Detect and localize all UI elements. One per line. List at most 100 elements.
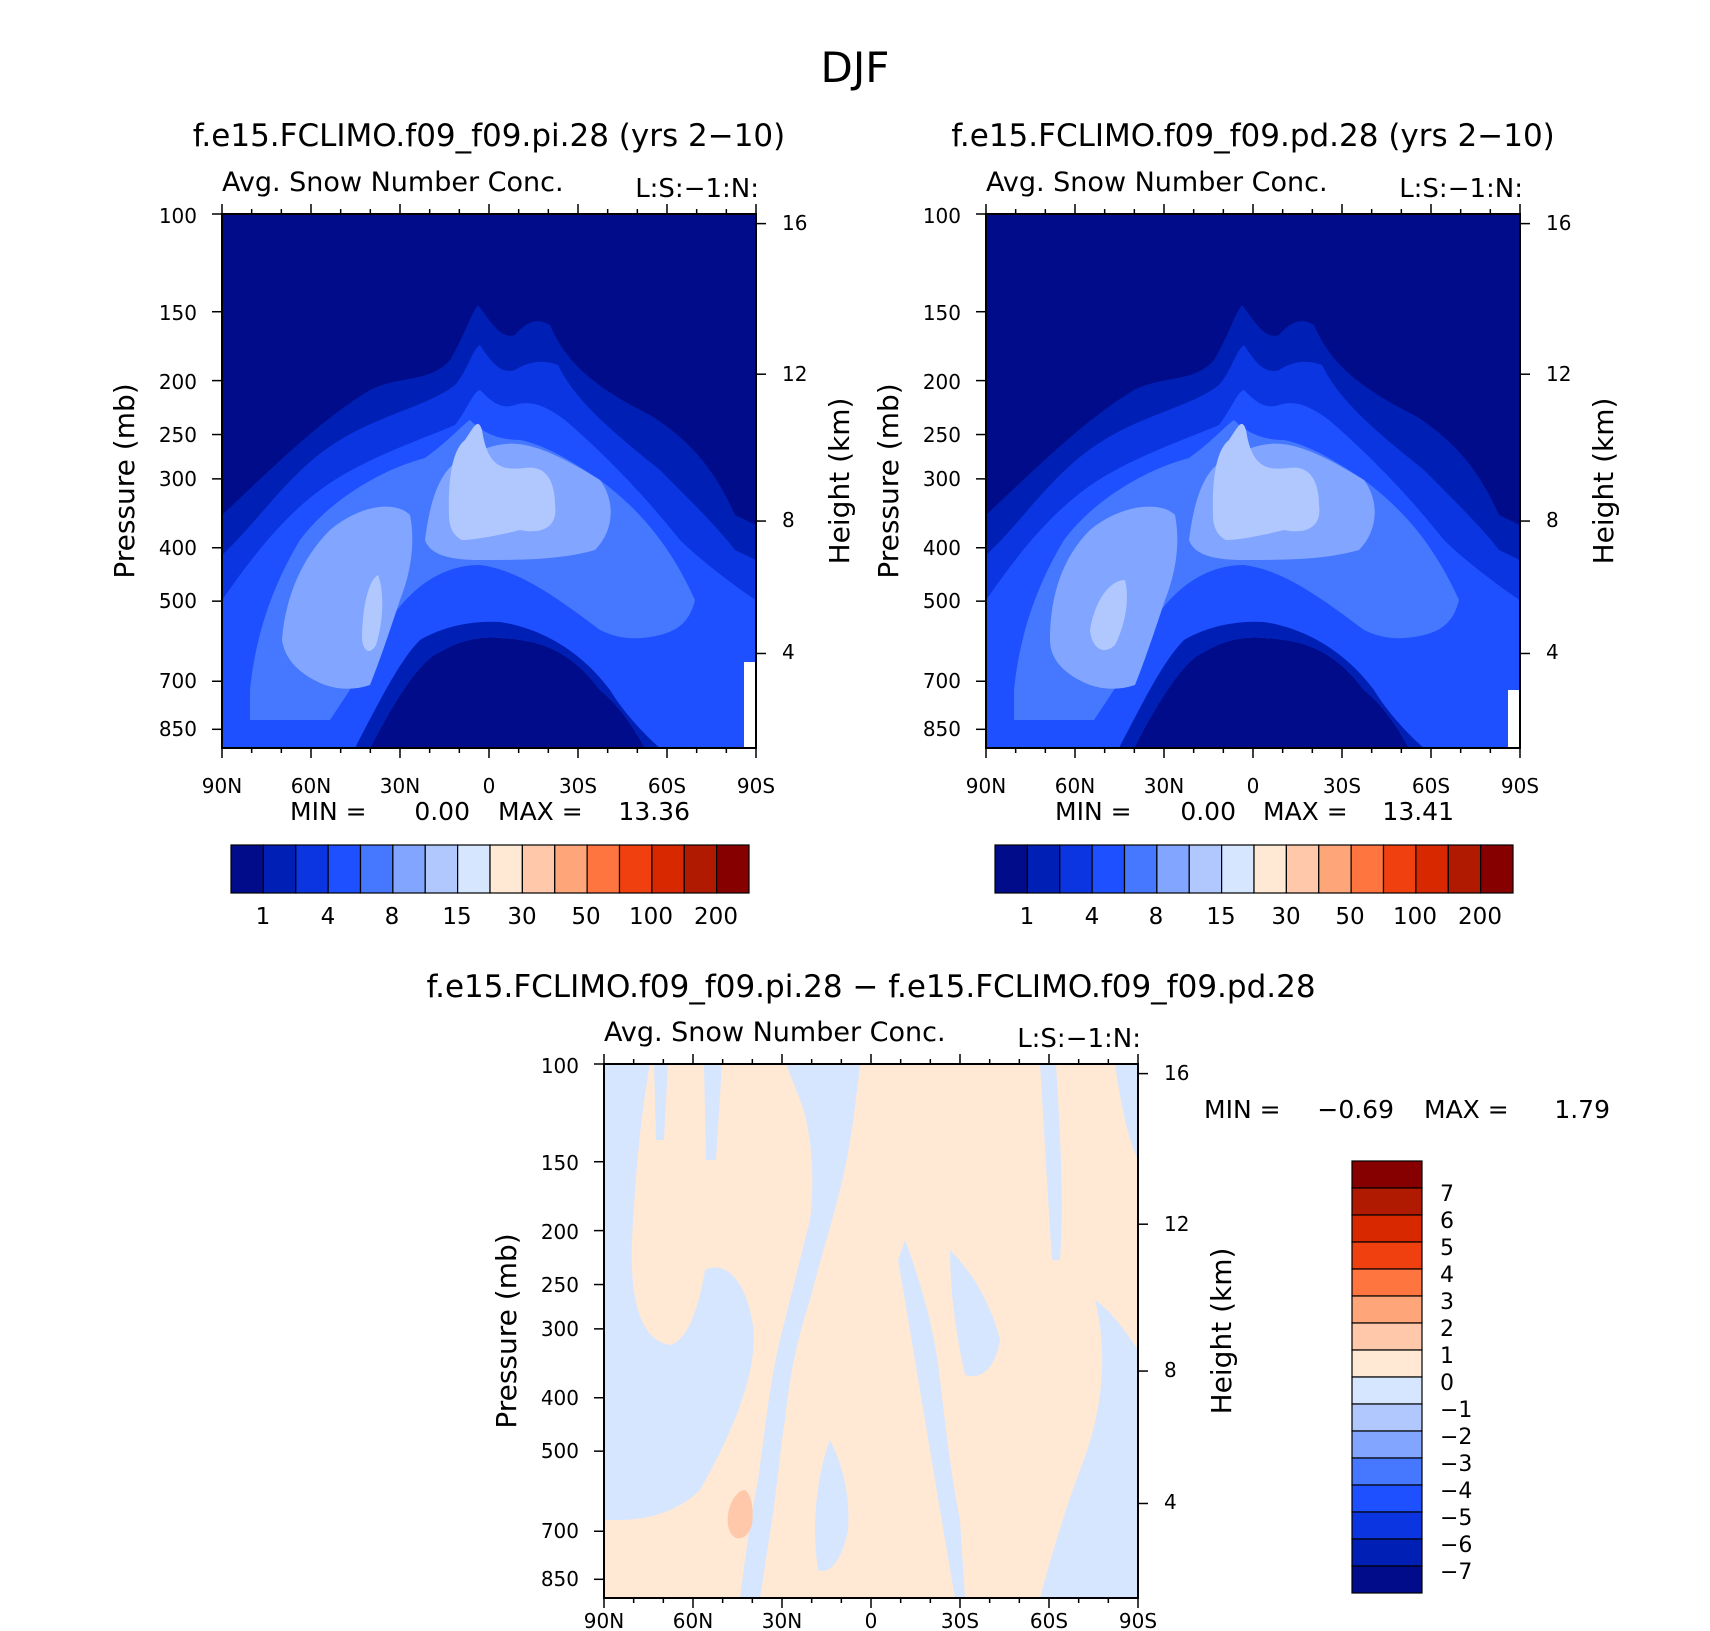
panel-subtitle: Avg. Snow Number Conc. [604,1017,946,1048]
contour-band [1040,1300,1138,1598]
colorbar-swatch [1188,844,1223,894]
y-tick-label: 700 [923,669,961,693]
colorbar-label: −1 [1440,1398,1472,1423]
contour-band [898,1240,965,1598]
y-tick-label: 400 [159,536,197,560]
colorbar-label: 1 [1020,904,1035,930]
colorbar-swatch [1351,1565,1423,1594]
colorbar-swatch [1447,844,1482,894]
y-tick-label: 100 [541,1054,579,1078]
y-tick-label: 200 [159,370,197,394]
colorbar-labels: 1 4 8 15 30 50 100 200 [256,904,738,930]
colorbar-swatch [1351,1484,1423,1513]
y-tick-label: 100 [159,204,197,228]
colorbar-swatch [1415,844,1449,894]
colorbar-swatch [1350,844,1385,894]
colorbar-swatch [1351,1214,1423,1243]
x-tick-label: 60S [648,774,686,798]
y-tick-label: 150 [159,301,197,325]
colorbar-swatch [1351,1241,1423,1270]
colorbar-swatch [1351,1295,1423,1324]
y-tick-label: 300 [159,467,197,491]
y-tick-label: 300 [923,467,961,491]
colorbar-swatch [1026,844,1061,894]
units-label: L:S:−1:N: [635,174,759,204]
missing-data-region [744,662,756,748]
page-title: DJF [821,43,890,92]
y-tick-label: 500 [923,589,961,613]
y-tick-label: 250 [923,423,961,447]
colorbar-label: −2 [1440,1425,1472,1450]
panel-difference: f.e15.FCLIMO.f09_f09.pi.28 − f.e15.FCLIM… [426,969,1610,1631]
colorbar-swatch [327,844,362,894]
colorbar-labels: 7 6 5 4 3 2 1 0 −1 −2 −3 −4 −5 −6 −7 [1440,1182,1472,1585]
x-tick-labels: 90N 60N 30N 0 30S 60S 90S [584,1609,1157,1631]
y-right-tick-labels: 16 12 8 4 [1164,1061,1189,1514]
colorbar-label: 8 [1149,904,1164,930]
colorbar-swatch [1221,844,1255,894]
x-tick-label: 0 [865,1609,878,1631]
x-tick-label: 0 [483,774,496,798]
colorbar-swatch [1091,844,1126,894]
contour-band [362,423,556,652]
max-value: 13.41 [1382,797,1454,826]
contour-band [1134,637,1409,748]
colorbar-swatch [586,844,621,894]
y-tick-labels: 100 150 200 250 300 400 500 700 850 [923,204,961,741]
colorbar-swatch [1351,1187,1423,1216]
x-tick-label: 30N [380,774,420,798]
colorbar-label: 4 [321,904,336,930]
colorbar-swatch [1123,844,1158,894]
colorbar-swatch [651,844,685,894]
colorbar-label: 200 [1458,904,1502,930]
contour-field [222,214,756,748]
y-right-axis-label: Height (km) [1205,1248,1238,1415]
colorbar-swatch [1351,1538,1423,1567]
colorbar-swatch [716,844,750,894]
colorbar-swatch [1318,844,1352,894]
contour-band [604,1064,754,1520]
colorbar-swatch [1351,1376,1423,1405]
colorbar [1351,1160,1423,1594]
y-right-axis-label: Height (km) [1587,398,1620,565]
colorbar-swatch [1351,1511,1423,1540]
contour-band [1119,621,1424,748]
colorbar-swatch [994,844,1028,894]
colorbar-swatch [618,844,653,894]
x-tick-label: 90N [202,774,242,798]
contour-band [654,1064,722,1160]
y-tick-label: 150 [541,1151,579,1175]
min-label: MIN = [1055,797,1132,826]
units-label: L:S:−1:N: [1399,174,1523,204]
x-tick-label: 30S [941,1609,979,1631]
colorbar-label: −3 [1440,1452,1472,1477]
missing-data-region [1508,690,1520,748]
y-tick-labels: 100 150 200 250 300 400 500 700 850 [159,204,197,741]
x-tick-label: 30N [762,1609,802,1631]
height-tick-label: 8 [1164,1358,1177,1382]
y-tick-label: 850 [923,717,961,741]
colorbar-swatch [1351,1403,1423,1432]
colorbar-swatch [554,844,588,894]
colorbar [994,844,1514,894]
colorbar-swatch [392,844,426,894]
colorbar-label: 100 [1393,904,1437,930]
colorbar-label: 0 [1440,1371,1454,1396]
colorbar-label: 4 [1085,904,1100,930]
height-tick-label: 8 [782,508,795,532]
contour-band [1090,423,1320,650]
x-tick-label: 60N [291,774,331,798]
colorbar-label: 200 [694,904,738,930]
colorbar-label: 100 [629,904,673,930]
min-label: MIN = [1204,1095,1281,1124]
axis-ticks [212,204,1530,1608]
colorbar-swatch [1351,1430,1423,1459]
panel-pd: f.e15.FCLIMO.f09_f09.pd.28 (yrs 2−10) Av… [872,118,1620,930]
x-tick-label: 60N [673,1609,713,1631]
min-label: MIN = [290,797,367,826]
colorbar-swatch [683,844,718,894]
y-tick-label: 850 [159,717,197,741]
colorbar-label: 8 [385,904,400,930]
contour-band [815,1440,849,1571]
colorbar-swatch [1480,844,1514,894]
